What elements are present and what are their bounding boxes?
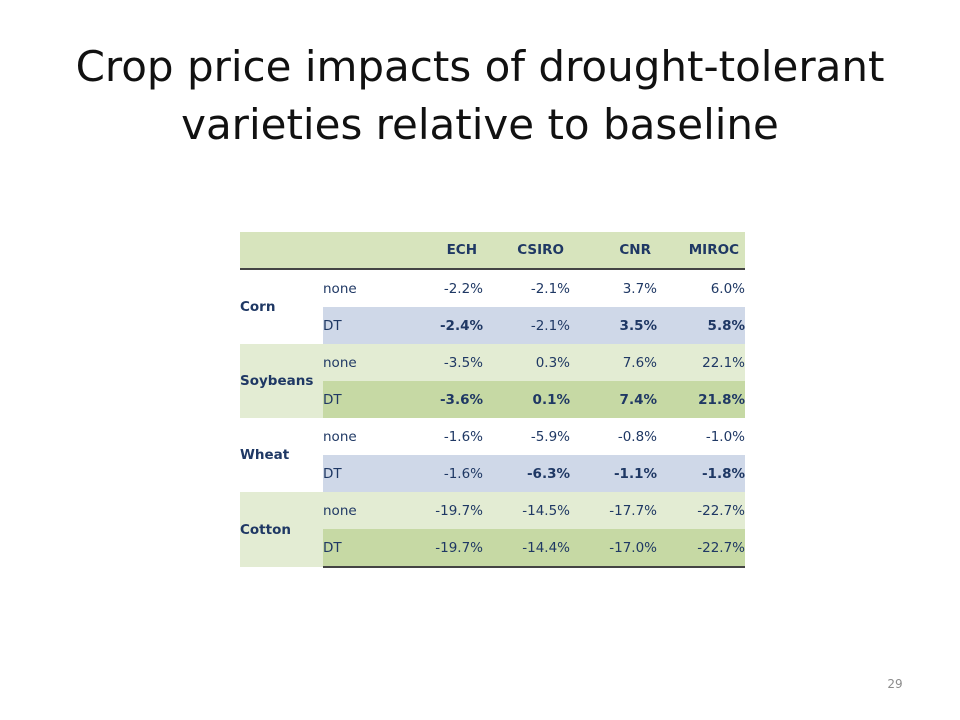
value-cell: -19.7% bbox=[396, 529, 483, 568]
slide-title-line-1: Crop price impacts of drought-tolerant bbox=[75, 42, 885, 91]
price-impact-table: ECH CSIRO CNR MIROC Corn none -2.2% -2.1… bbox=[240, 232, 745, 568]
value-cell: 5.8% bbox=[657, 307, 745, 344]
value-cell: -0.8% bbox=[570, 418, 657, 455]
value-cell: 0.1% bbox=[483, 381, 570, 418]
table-row: Wheat none -1.6% -5.9% -0.8% -1.0% bbox=[240, 418, 745, 492]
table-row: DT -19.7% -14.4% -17.0% -22.7% bbox=[240, 529, 745, 568]
table-row: DT -2.4% -2.1% 3.5% 5.8% bbox=[240, 307, 745, 344]
crop-label-corn: Corn bbox=[240, 269, 323, 344]
scenario-label: none bbox=[323, 344, 396, 381]
value-cell: -17.7% bbox=[570, 492, 657, 529]
scenario-label: DT bbox=[323, 455, 396, 492]
value-cell: -1.8% bbox=[657, 455, 745, 492]
value-cell: -3.6% bbox=[396, 381, 483, 418]
value-cell: -14.5% bbox=[483, 492, 570, 529]
value-cell: -19.7% bbox=[396, 492, 483, 529]
scenario-label: none bbox=[323, 269, 396, 307]
value-cell: -6.3% bbox=[483, 455, 570, 492]
column-header-miroc: MIROC bbox=[657, 232, 745, 270]
table-header-row: ECH CSIRO CNR MIROC bbox=[240, 232, 745, 270]
value-cell: -2.2% bbox=[396, 269, 483, 307]
header-blank-cell bbox=[323, 232, 396, 270]
value-cell: -17.0% bbox=[570, 529, 657, 568]
slide-title: Crop price impacts of drought-tolerant v… bbox=[0, 38, 960, 154]
crop-label-soybeans: Soybeans bbox=[240, 344, 323, 418]
value-cell: -3.5% bbox=[396, 344, 483, 381]
column-header-ech: ECH bbox=[396, 232, 483, 270]
value-cell: 6.0% bbox=[657, 269, 745, 307]
scenario-label: DT bbox=[323, 307, 396, 344]
page-number: 29 bbox=[887, 677, 903, 691]
value-cell: -2.1% bbox=[483, 307, 570, 344]
value-cell: -1.0% bbox=[657, 418, 745, 455]
table-row: Cotton none -19.7% -14.5% -17.7% -22.7% bbox=[240, 492, 745, 567]
value-cell: -1.1% bbox=[570, 455, 657, 492]
value-cell: 22.1% bbox=[657, 344, 745, 381]
table-row: Corn none -2.2% -2.1% 3.7% 6.0% bbox=[240, 269, 745, 344]
table-row: DT -1.6% -6.3% -1.1% -1.8% bbox=[240, 455, 745, 492]
scenario-label: none bbox=[323, 492, 396, 529]
header-blank-cell bbox=[240, 232, 323, 270]
table-row: DT -3.6% 0.1% 7.4% 21.8% bbox=[240, 381, 745, 418]
value-cell: 7.6% bbox=[570, 344, 657, 381]
scenario-label: none bbox=[323, 418, 396, 455]
value-cell: 7.4% bbox=[570, 381, 657, 418]
value-cell: -2.4% bbox=[396, 307, 483, 344]
column-header-csiro: CSIRO bbox=[483, 232, 570, 270]
value-cell: -2.1% bbox=[483, 269, 570, 307]
scenario-label: DT bbox=[323, 381, 396, 418]
column-header-cnr: CNR bbox=[570, 232, 657, 270]
crop-label-cotton: Cotton bbox=[240, 492, 323, 567]
table-row: Soybeans none -3.5% 0.3% 7.6% 22.1% bbox=[240, 344, 745, 418]
value-cell: 21.8% bbox=[657, 381, 745, 418]
crop-label-wheat: Wheat bbox=[240, 418, 323, 492]
value-cell: -14.4% bbox=[483, 529, 570, 568]
value-cell: -22.7% bbox=[657, 529, 745, 568]
scenario-label: DT bbox=[323, 529, 396, 568]
value-cell: 3.5% bbox=[570, 307, 657, 344]
value-cell: 0.3% bbox=[483, 344, 570, 381]
value-cell: -1.6% bbox=[396, 455, 483, 492]
value-cell: -22.7% bbox=[657, 492, 745, 529]
value-cell: -5.9% bbox=[483, 418, 570, 455]
value-cell: 3.7% bbox=[570, 269, 657, 307]
value-cell: -1.6% bbox=[396, 418, 483, 455]
slide-title-line-2: varieties relative to baseline bbox=[181, 100, 779, 149]
